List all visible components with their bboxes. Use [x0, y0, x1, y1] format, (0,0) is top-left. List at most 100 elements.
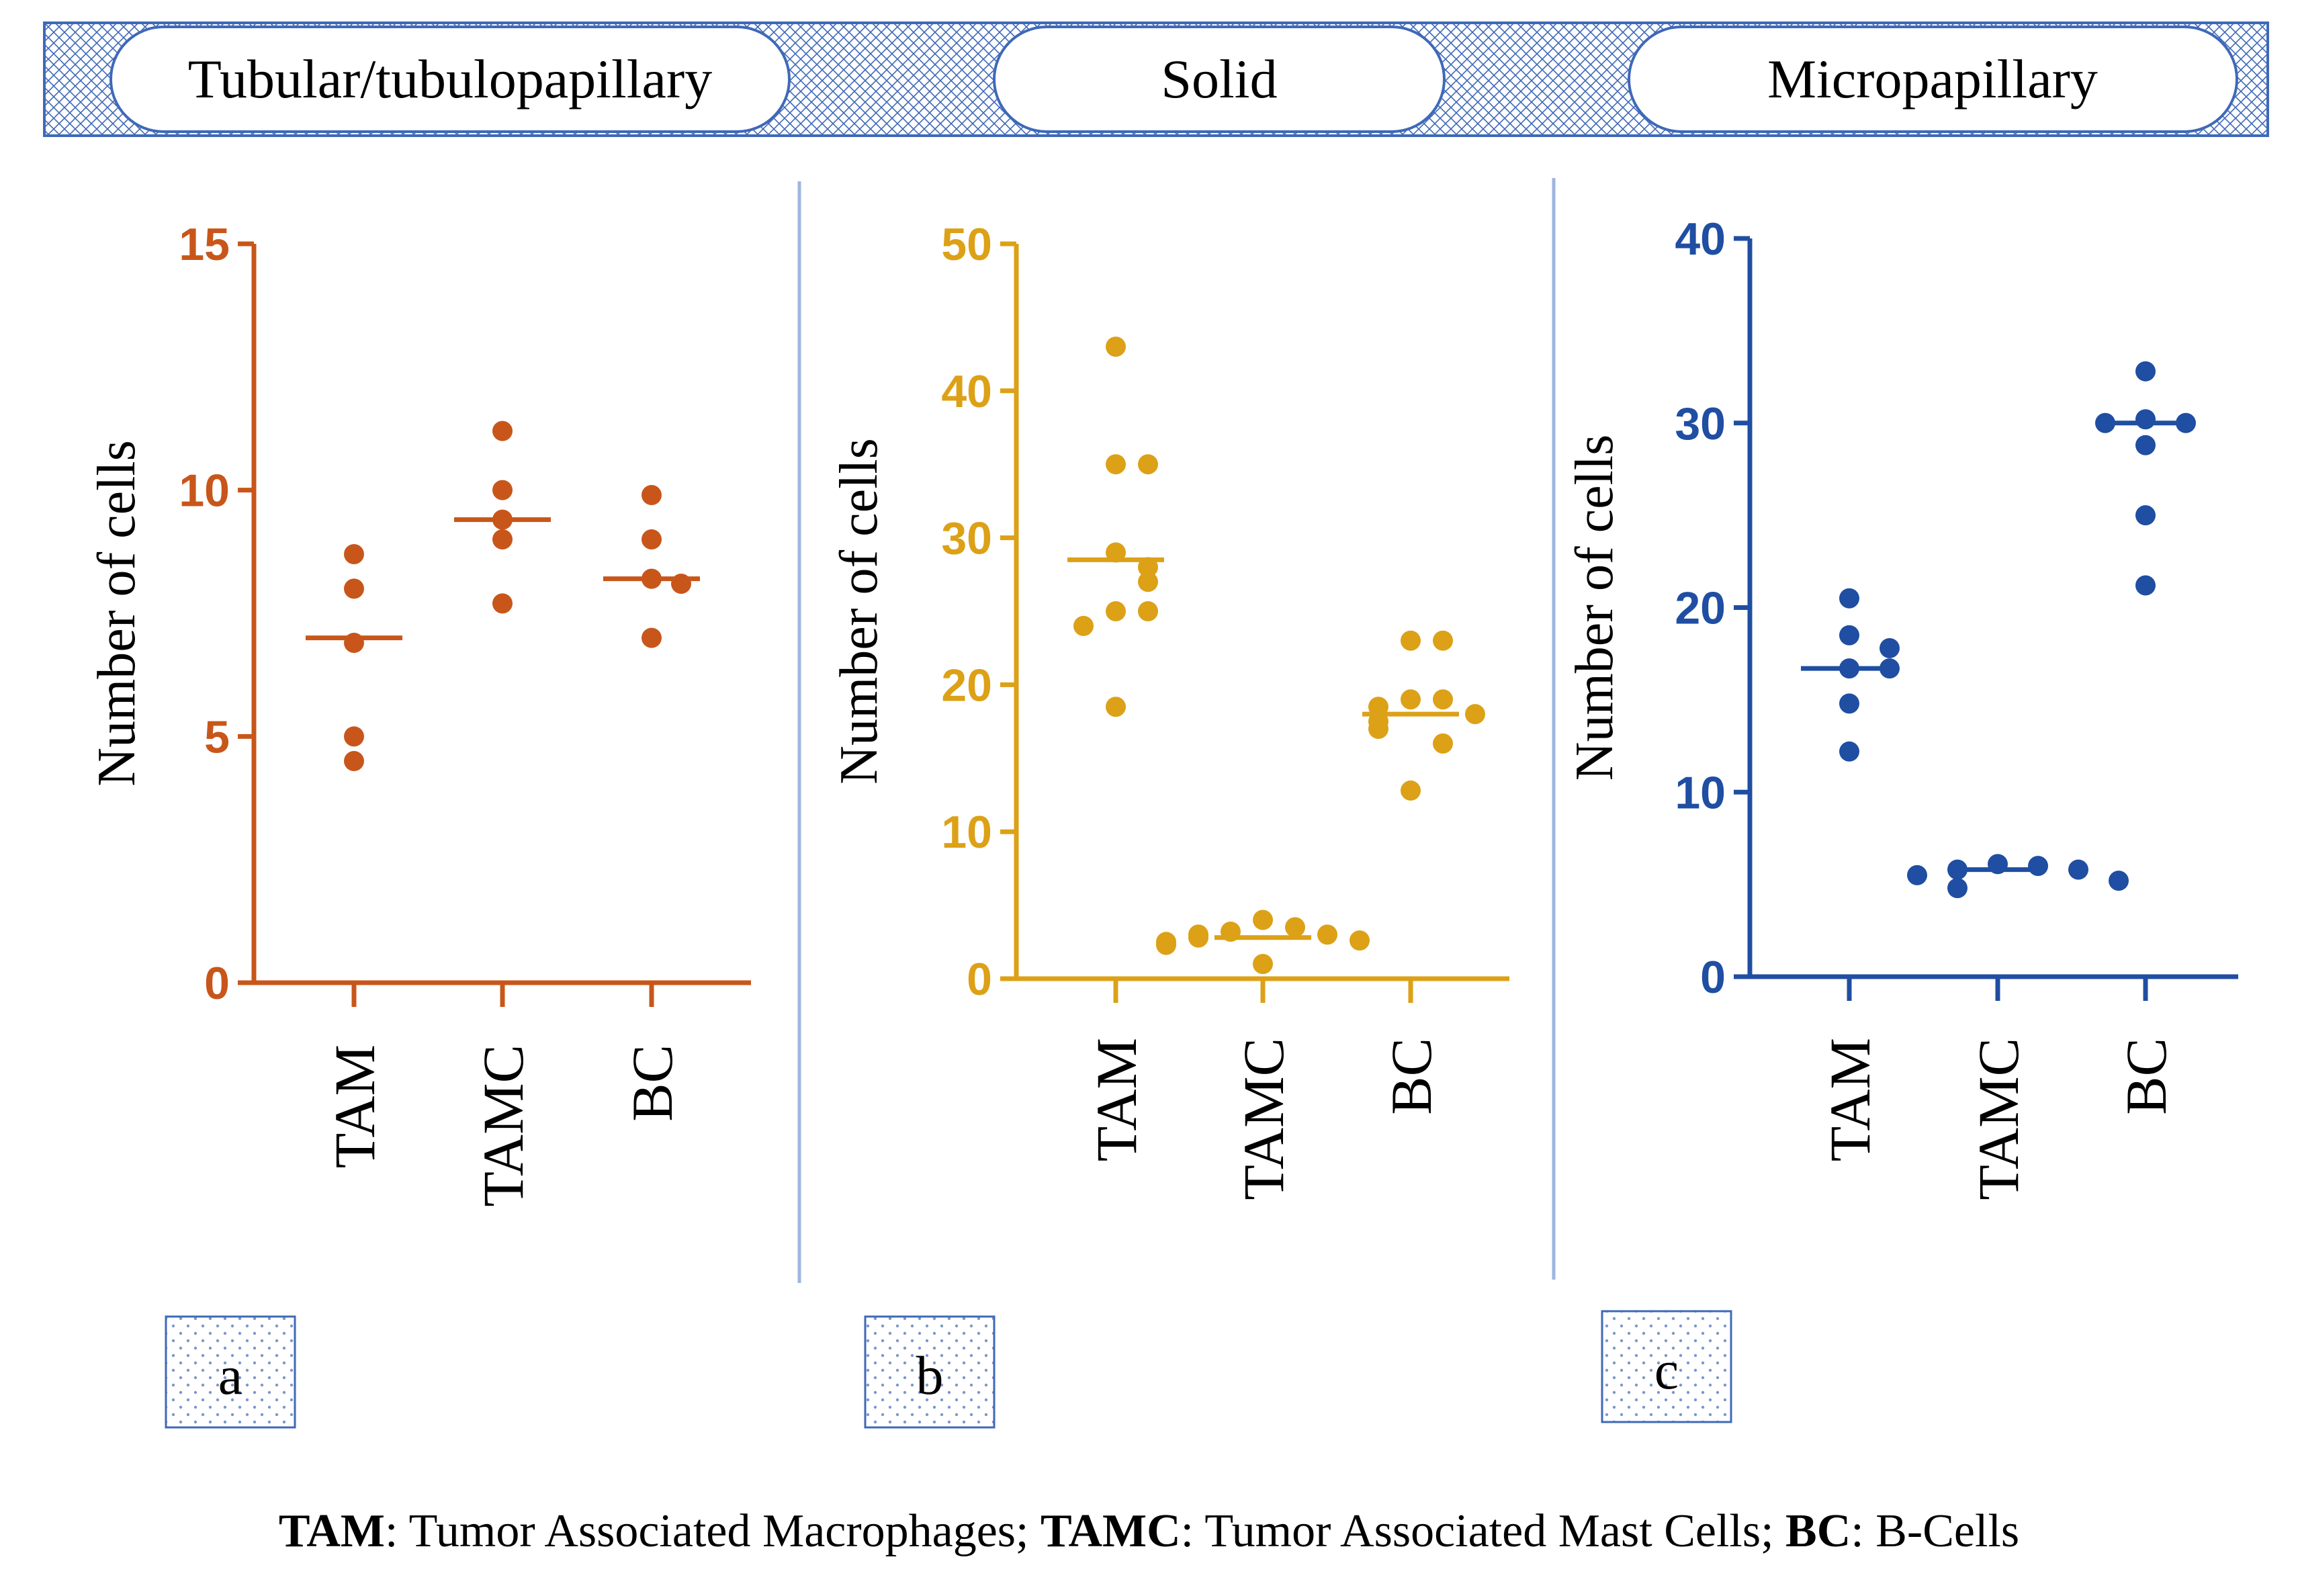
header-micropapillary-label: Micropapillary	[1767, 48, 2098, 109]
header-tubular-label: Tubular/tubulopapillary	[188, 48, 712, 109]
data-point-b	[1350, 930, 1370, 951]
x-tick-label-c: BC	[2114, 1038, 2178, 1115]
data-point-c	[1907, 864, 1927, 885]
data-point-c	[2135, 435, 2156, 455]
data-point-b	[1433, 630, 1453, 651]
data-point-a	[344, 578, 364, 599]
x-tick-label-b: BC	[1379, 1038, 1444, 1115]
data-point-b	[1317, 924, 1337, 945]
data-point-b	[1253, 954, 1273, 975]
data-point-b	[1138, 454, 1158, 475]
data-point-b	[1138, 601, 1158, 621]
abbreviation-legend: TAM: Tumor Associated Macrophages; TAMC:…	[0, 1505, 2298, 1558]
data-point-b	[1368, 719, 1388, 740]
data-point-c	[1947, 859, 1968, 880]
y-tick-label-b: 40	[941, 366, 992, 417]
data-point-b	[1106, 697, 1126, 717]
data-point-b	[1465, 704, 1485, 725]
y-axis-label-b: Number of cells	[830, 438, 889, 784]
data-point-b	[1221, 921, 1241, 942]
data-point-c	[1839, 588, 1859, 609]
y-tick-label-b: 20	[941, 660, 992, 711]
data-point-a	[492, 593, 513, 614]
panel-label-b: b	[916, 1345, 944, 1406]
data-point-c	[2095, 412, 2115, 433]
data-point-b	[1138, 557, 1158, 578]
data-point-b	[1073, 615, 1094, 636]
data-point-c	[2135, 409, 2156, 430]
header-banner: Tubular/tubulopapillary Solid Micropapil…	[43, 21, 2269, 137]
x-tick-label-a: BC	[620, 1045, 684, 1122]
x-tick-label-c: TAMC	[1966, 1038, 2031, 1200]
legend-tamc-desc: : Tumor Associated Mast Cells;	[1180, 1505, 1786, 1557]
data-point-c	[2068, 859, 2088, 880]
legend-bc-desc: : B-Cells	[1851, 1505, 2020, 1557]
data-point-c	[1839, 625, 1859, 646]
data-point-b	[1138, 572, 1158, 592]
y-tick-label-a: 15	[179, 219, 230, 270]
panel-label-box-b: b	[864, 1315, 996, 1429]
y-tick-label-c: 0	[1700, 952, 1726, 1003]
y-tick-label-a: 0	[204, 958, 230, 1009]
data-point-a	[344, 633, 364, 653]
panel-label-a: a	[218, 1345, 242, 1406]
data-point-c	[2135, 361, 2156, 382]
data-point-c	[1839, 693, 1859, 714]
data-point-b	[1401, 689, 1421, 710]
data-point-b	[1106, 337, 1126, 357]
x-tick-label-b: TAM	[1084, 1038, 1149, 1161]
x-tick-label-a: TAMC	[471, 1045, 535, 1207]
legend-tam-desc: : Tumor Associated Macrophages;	[384, 1505, 1041, 1557]
chart-panel-b: 0 10 20 30 40 50 Number of cells TAM TAMC BC	[830, 219, 1509, 1200]
legend-bc-abbr: BC	[1785, 1505, 1851, 1557]
data-point-b	[1106, 454, 1126, 475]
y-tick-label-b: 50	[941, 219, 992, 270]
data-point-b	[1106, 601, 1126, 621]
chart-panel-c: 0 10 20 30 40 Number of cells TAM TAMC BC	[1565, 214, 2238, 1200]
y-tick-label-b: 10	[941, 807, 992, 858]
data-point-c	[1947, 878, 1968, 899]
panel-label-c: c	[1654, 1339, 1679, 1401]
data-point-c	[2109, 871, 2129, 891]
y-tick-label-a: 5	[204, 711, 230, 762]
data-point-c	[1988, 854, 2008, 875]
data-point-c	[2135, 505, 2156, 526]
panel-label-box-a: a	[165, 1315, 296, 1429]
data-point-c	[2135, 575, 2156, 596]
y-tick-label-c: 20	[1675, 583, 1726, 634]
y-axis-label-c: Number of cells	[1565, 435, 1624, 781]
x-tick-label-c: TAM	[1818, 1038, 1882, 1161]
data-point-b	[1368, 697, 1388, 717]
data-point-a	[344, 751, 364, 771]
y-tick-label-c: 30	[1675, 398, 1726, 449]
header-solid-label: Solid	[1161, 48, 1277, 109]
data-point-a	[492, 420, 513, 441]
y-tick-label-c: 10	[1675, 767, 1726, 818]
x-tick-label-a: TAM	[322, 1045, 387, 1168]
data-point-a	[642, 568, 662, 589]
data-point-a	[642, 485, 662, 505]
data-point-b	[1401, 630, 1421, 651]
data-point-c	[1880, 658, 1900, 679]
y-tick-label-b: 0	[967, 954, 992, 1005]
data-point-c	[1839, 741, 1859, 762]
data-point-b	[1253, 910, 1273, 930]
y-axis-label-a: Number of cells	[87, 440, 146, 786]
data-point-b	[1433, 733, 1453, 754]
y-tick-label-c: 40	[1675, 214, 1726, 265]
data-point-c	[1880, 637, 1900, 658]
data-point-c	[1839, 658, 1859, 679]
data-point-a	[671, 574, 691, 594]
x-tick-label-b: TAMC	[1231, 1038, 1296, 1200]
header-solid: Solid	[993, 26, 1446, 133]
panel-label-box-c: c	[1601, 1310, 1732, 1423]
data-point-c	[2028, 856, 2048, 877]
data-point-b	[1156, 934, 1176, 955]
data-point-b	[1433, 689, 1453, 710]
data-point-a	[642, 529, 662, 549]
header-micropapillary: Micropapillary	[1628, 26, 2238, 133]
data-point-a	[492, 480, 513, 500]
data-point-a	[344, 544, 364, 564]
data-point-b	[1106, 542, 1126, 563]
